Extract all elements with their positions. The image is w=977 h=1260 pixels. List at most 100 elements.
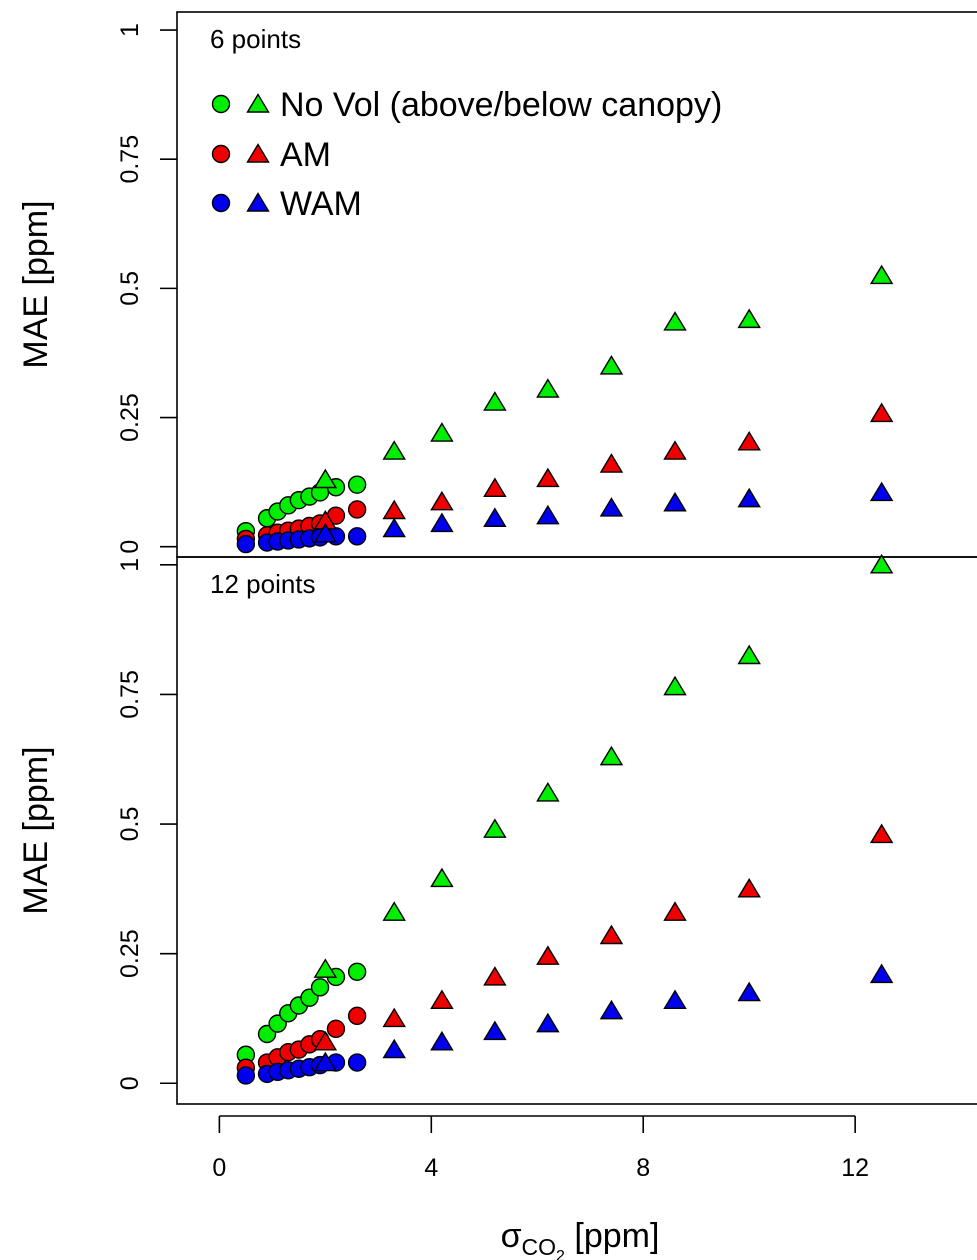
panel-1: 6 points 0 0.25 0.5 0.75 1 MAE [ppm] [17,11,977,558]
data-point-triangle [599,497,624,517]
data-point-triangle [869,264,894,285]
legend-triangle-marker [246,143,270,163]
data-point-triangle [869,553,894,574]
data-point-triangle [737,308,761,329]
data-point-circle [236,534,256,554]
data-point-triangle [382,1007,406,1028]
data-point-circle [347,475,367,494]
data-point-triangle [663,440,687,460]
y-tick-label: 0.25 [116,393,144,442]
data-point-triangle [483,477,507,497]
x-tick-label: 0 [212,1154,226,1182]
data-point-triangle [382,517,406,538]
data-point-triangle [483,966,507,986]
data-point-triangle [430,867,454,888]
x-tick-label: 8 [636,1154,650,1182]
y-tick-label: 0.5 [116,271,144,306]
x-axis-title-subscript: CO [522,1234,557,1260]
series-wam-circles [236,527,367,554]
data-point-triangle [313,958,338,978]
data-point-circle [347,962,367,981]
data-point-triangle [430,490,454,511]
series-no-vol-triangles [313,553,894,978]
data-point-triangle [663,491,687,512]
data-point-triangle [382,901,406,921]
data-point-triangle [663,311,687,331]
x-axis-title-symbol: σ [501,1217,522,1255]
legend-label: AM [280,136,331,174]
legend-entry-am: AM [211,136,331,174]
legend-circle-marker [211,144,231,164]
data-point-circle [236,1066,256,1085]
data-point-circle [347,527,367,546]
y-tick-label: 0 [116,1076,144,1090]
data-point-triangle [599,924,624,945]
legend: No Vol (above/below canopy) AM WAM [211,86,722,223]
x-axis-title-sub-subscript: 2 [556,1248,565,1260]
data-point-triangle [737,487,761,508]
data-point-triangle [869,402,894,423]
legend-circle-marker [211,193,231,213]
legend-circle-marker [211,94,231,114]
y-tick-label: 0.75 [116,135,144,184]
x-axis: 0 4 8 12 [212,1115,869,1182]
y-tick-label: 1 [116,558,144,572]
data-point-triangle [737,430,761,451]
y-tick-label: 1 [116,23,144,37]
data-point-triangle [536,467,560,488]
legend-entry-wam: WAM [211,185,362,223]
data-point-triangle [663,675,687,696]
data-point-triangle [869,823,894,844]
panels-layer: 6 points 0 0.25 0.5 0.75 1 MAE [ppm] 12 points 0… [17,11,977,1105]
x-axis-title-unit: [ppm] [565,1217,659,1255]
data-point-circle [347,1053,367,1072]
series-no-vol-circles [236,962,367,1064]
data-point-triangle [869,963,894,984]
y-tick-label: 0.25 [116,929,144,978]
data-point-triangle [483,818,507,838]
data-point-triangle [663,901,687,921]
data-point-circle [310,978,330,997]
data-point-triangle [483,391,507,411]
x-tick-label: 4 [424,1154,438,1182]
data-point-triangle [382,1038,406,1059]
legend-triangle-marker [246,192,270,212]
data-point-triangle [430,1030,454,1051]
panel-2: 12 points 0 0.25 0.5 0.75 1 MAE [ppm] [17,553,977,1105]
data-point-triangle [313,1030,338,1051]
y-tick-label: 0 [116,540,144,554]
data-point-triangle [430,422,454,442]
legend-triangle-marker [246,93,270,113]
series-no-vol-triangles [313,264,894,489]
data-point-triangle [536,782,560,802]
data-point-triangle [483,507,507,527]
data-point-triangle [313,522,338,543]
data-point-circle [347,500,367,519]
data-point-triangle [869,481,894,502]
data-point-triangle [382,440,406,460]
data-point-triangle [536,504,560,525]
y-tick-label: 0.75 [116,670,144,719]
legend-label: WAM [280,185,362,223]
data-point-circle [347,1006,367,1026]
legend-label: No Vol (above/below canopy) [280,86,722,124]
data-point-triangle [599,355,624,375]
data-point-triangle [737,981,761,1002]
data-point-triangle [536,378,560,398]
legend-entry-no-vol-above-below-canopy: No Vol (above/below canopy) [211,86,722,124]
data-point-triangle [737,877,761,898]
data-point-triangle [382,499,406,520]
series-wam-triangles [313,481,894,543]
data-point-triangle [313,468,338,489]
panel-label: 12 points [210,569,316,599]
series-am-triangles [313,402,894,530]
data-point-triangle [313,1051,338,1072]
data-point-triangle [663,989,687,1010]
x-axis-title: σCO2 [ppm] [501,1217,660,1260]
y-axis-title: MAE [ppm] [17,200,55,368]
data-point-triangle [737,644,761,665]
data-point-triangle [536,1012,560,1033]
panel-label: 6 points [210,24,301,54]
data-point-triangle [599,745,624,766]
